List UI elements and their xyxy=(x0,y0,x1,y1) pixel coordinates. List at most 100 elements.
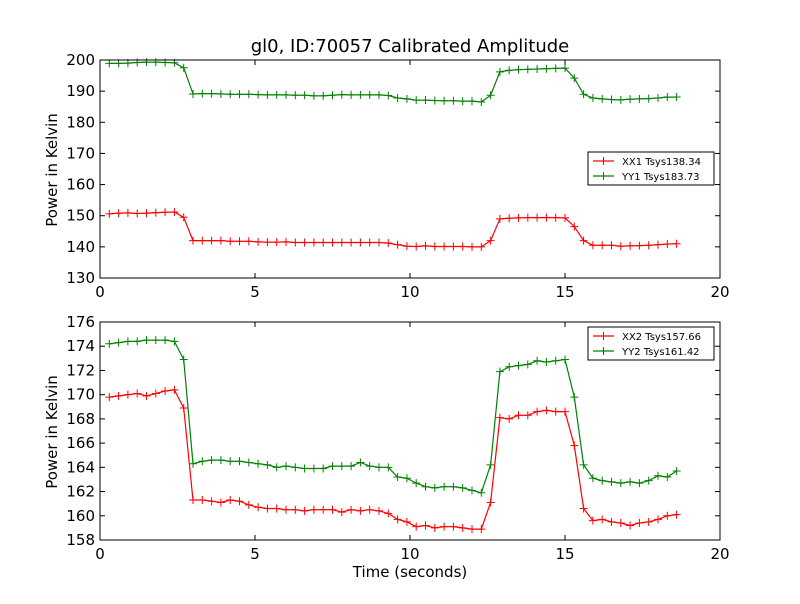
data-point xyxy=(505,362,514,371)
data-point xyxy=(393,93,402,102)
data-point xyxy=(282,462,290,471)
data-point xyxy=(356,90,365,99)
legend-marker xyxy=(599,157,608,165)
data-point xyxy=(254,503,263,512)
data-point xyxy=(495,413,504,422)
data-point xyxy=(430,523,439,532)
data-point xyxy=(579,460,588,469)
data-point xyxy=(244,458,253,467)
data-point xyxy=(561,407,569,416)
x-tick-label: 0 xyxy=(95,283,105,301)
data-point xyxy=(272,504,281,513)
data-point xyxy=(551,213,560,222)
data-point xyxy=(654,515,662,524)
x-tick-label: 10 xyxy=(400,283,419,301)
data-point xyxy=(449,242,458,251)
y-tick-label: 200 xyxy=(66,51,95,69)
data-point xyxy=(198,457,207,466)
data-point xyxy=(235,90,244,99)
data-point xyxy=(114,59,123,68)
data-point xyxy=(514,65,523,74)
data-point xyxy=(579,236,588,245)
x-tick-label: 5 xyxy=(250,283,260,301)
data-point xyxy=(226,90,235,99)
data-point xyxy=(142,336,151,345)
data-point xyxy=(282,90,290,99)
data-point xyxy=(402,94,411,103)
data-point xyxy=(663,240,672,249)
data-point xyxy=(263,238,272,247)
data-point xyxy=(477,242,486,251)
top-chart-title: gl0, ID:70057 Calibrated Amplitude xyxy=(251,36,570,57)
data-point xyxy=(616,95,625,104)
data-point xyxy=(402,517,411,526)
legend-label: XX2 Tsys157.66 xyxy=(622,332,701,343)
data-point xyxy=(291,505,300,514)
data-point xyxy=(505,214,514,223)
data-point xyxy=(616,519,625,528)
x-tick-label: 20 xyxy=(710,545,729,563)
data-point xyxy=(626,477,635,486)
x-tick-label: 15 xyxy=(555,283,574,301)
data-point xyxy=(486,460,495,469)
data-point xyxy=(272,238,281,247)
data-point xyxy=(319,238,328,247)
series-1 xyxy=(105,207,681,251)
data-point xyxy=(133,337,142,346)
data-point xyxy=(207,497,216,506)
data-point xyxy=(170,385,179,394)
data-point xyxy=(654,240,662,249)
data-point xyxy=(114,338,123,347)
data-point xyxy=(654,471,662,480)
data-point xyxy=(523,411,532,420)
data-point xyxy=(300,464,309,473)
data-point xyxy=(588,93,597,102)
data-point xyxy=(598,515,607,524)
data-point xyxy=(486,91,495,100)
data-point xyxy=(523,213,532,222)
data-point xyxy=(458,97,467,106)
legend-label: YY1 Tsys183.73 xyxy=(621,172,700,183)
data-point xyxy=(561,213,569,222)
data-point xyxy=(542,406,551,415)
data-point xyxy=(189,496,197,505)
y-tick-label: 162 xyxy=(66,483,95,501)
data-point xyxy=(216,236,225,245)
y-tick-label: 140 xyxy=(66,238,95,256)
data-point xyxy=(291,91,300,100)
data-point xyxy=(663,473,672,482)
data-point xyxy=(375,506,383,515)
data-point xyxy=(663,511,672,520)
data-point xyxy=(505,414,514,423)
data-point xyxy=(551,356,560,365)
data-point xyxy=(105,59,114,68)
data-point xyxy=(598,241,607,250)
data-point xyxy=(402,242,411,251)
top-chart: gl0, ID:70057 Calibrated Amplitude Power… xyxy=(43,36,730,301)
data-point xyxy=(142,209,151,218)
data-point xyxy=(244,90,253,99)
data-point xyxy=(570,393,579,402)
data-point xyxy=(644,517,653,526)
data-point xyxy=(570,74,579,83)
bottom-plot-area xyxy=(105,336,681,534)
data-point xyxy=(607,95,616,104)
data-point xyxy=(384,509,393,518)
data-point xyxy=(198,236,207,245)
data-point xyxy=(421,482,430,491)
data-point xyxy=(263,460,272,469)
data-point xyxy=(328,238,337,247)
data-point xyxy=(486,236,495,245)
data-point xyxy=(123,390,132,399)
data-point xyxy=(421,521,430,530)
data-point xyxy=(588,241,597,250)
y-tick-label: 174 xyxy=(66,337,95,355)
data-point xyxy=(523,360,532,369)
data-point xyxy=(216,89,225,98)
data-point xyxy=(207,456,216,465)
data-point xyxy=(356,238,365,247)
data-point xyxy=(337,508,346,517)
data-point xyxy=(579,90,588,99)
data-point xyxy=(272,463,281,472)
data-point xyxy=(179,63,188,72)
